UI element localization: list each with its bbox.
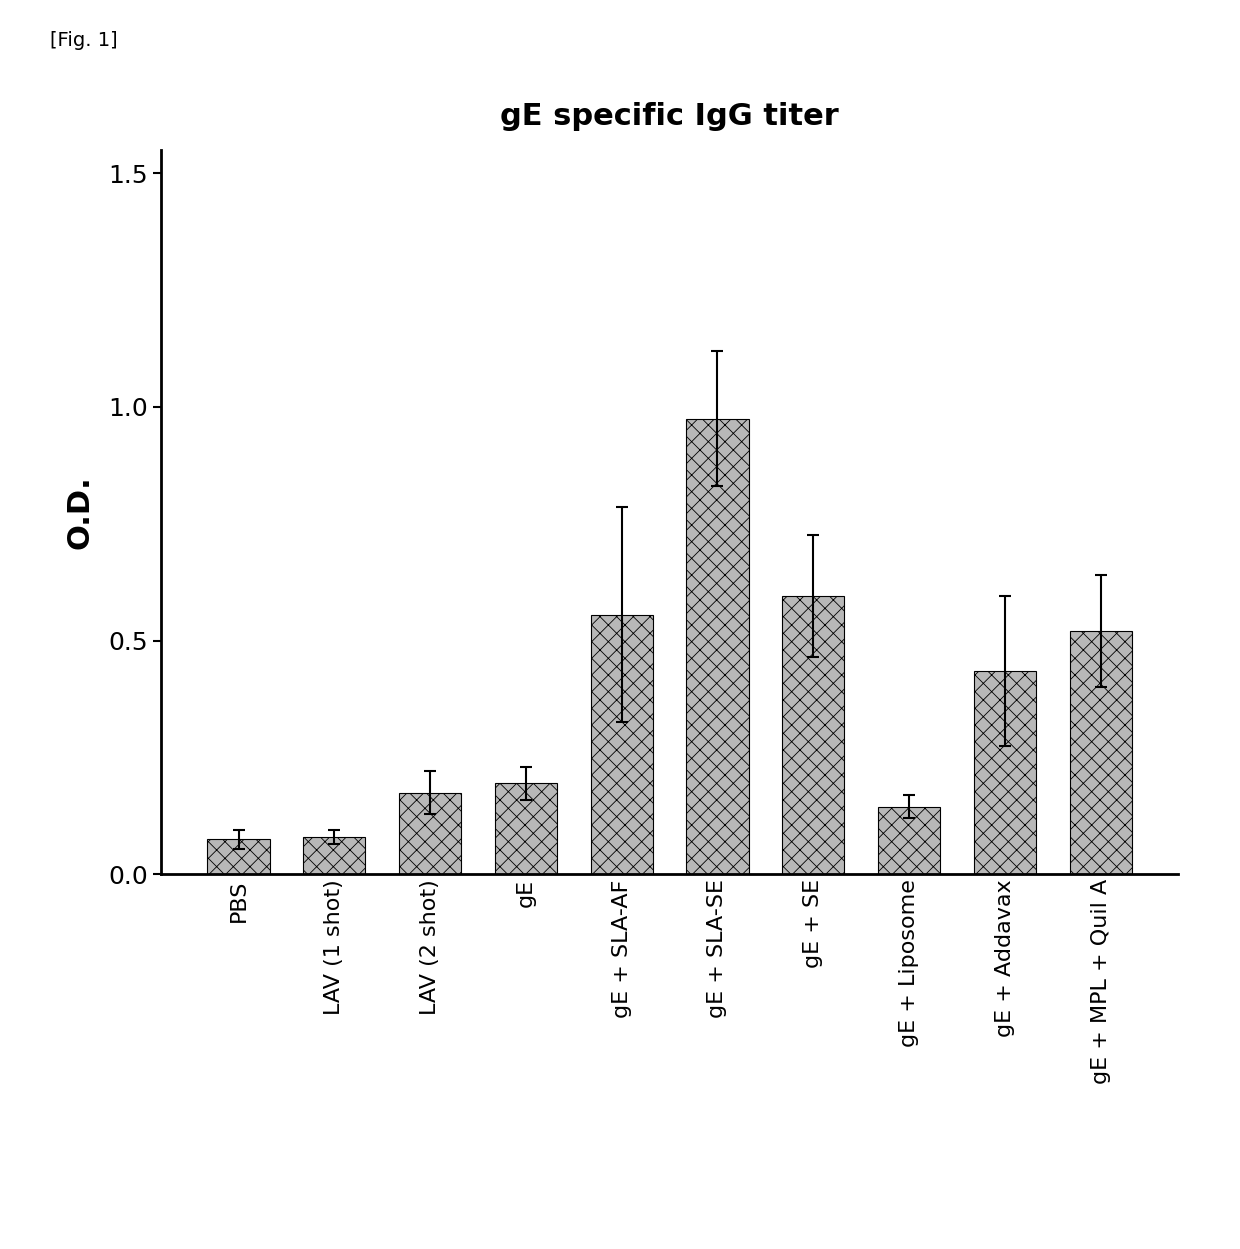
Bar bbox=[207, 839, 269, 874]
Bar bbox=[878, 807, 940, 874]
Bar bbox=[1070, 631, 1132, 874]
Bar bbox=[973, 671, 1035, 874]
Bar bbox=[399, 793, 461, 874]
Title: gE specific IgG titer: gE specific IgG titer bbox=[500, 102, 839, 131]
Bar bbox=[782, 596, 844, 874]
Bar bbox=[687, 418, 749, 874]
Y-axis label: O.D.: O.D. bbox=[66, 475, 94, 550]
Bar bbox=[304, 837, 366, 874]
Bar bbox=[495, 783, 557, 874]
Bar bbox=[590, 615, 652, 874]
Text: [Fig. 1]: [Fig. 1] bbox=[50, 31, 118, 50]
